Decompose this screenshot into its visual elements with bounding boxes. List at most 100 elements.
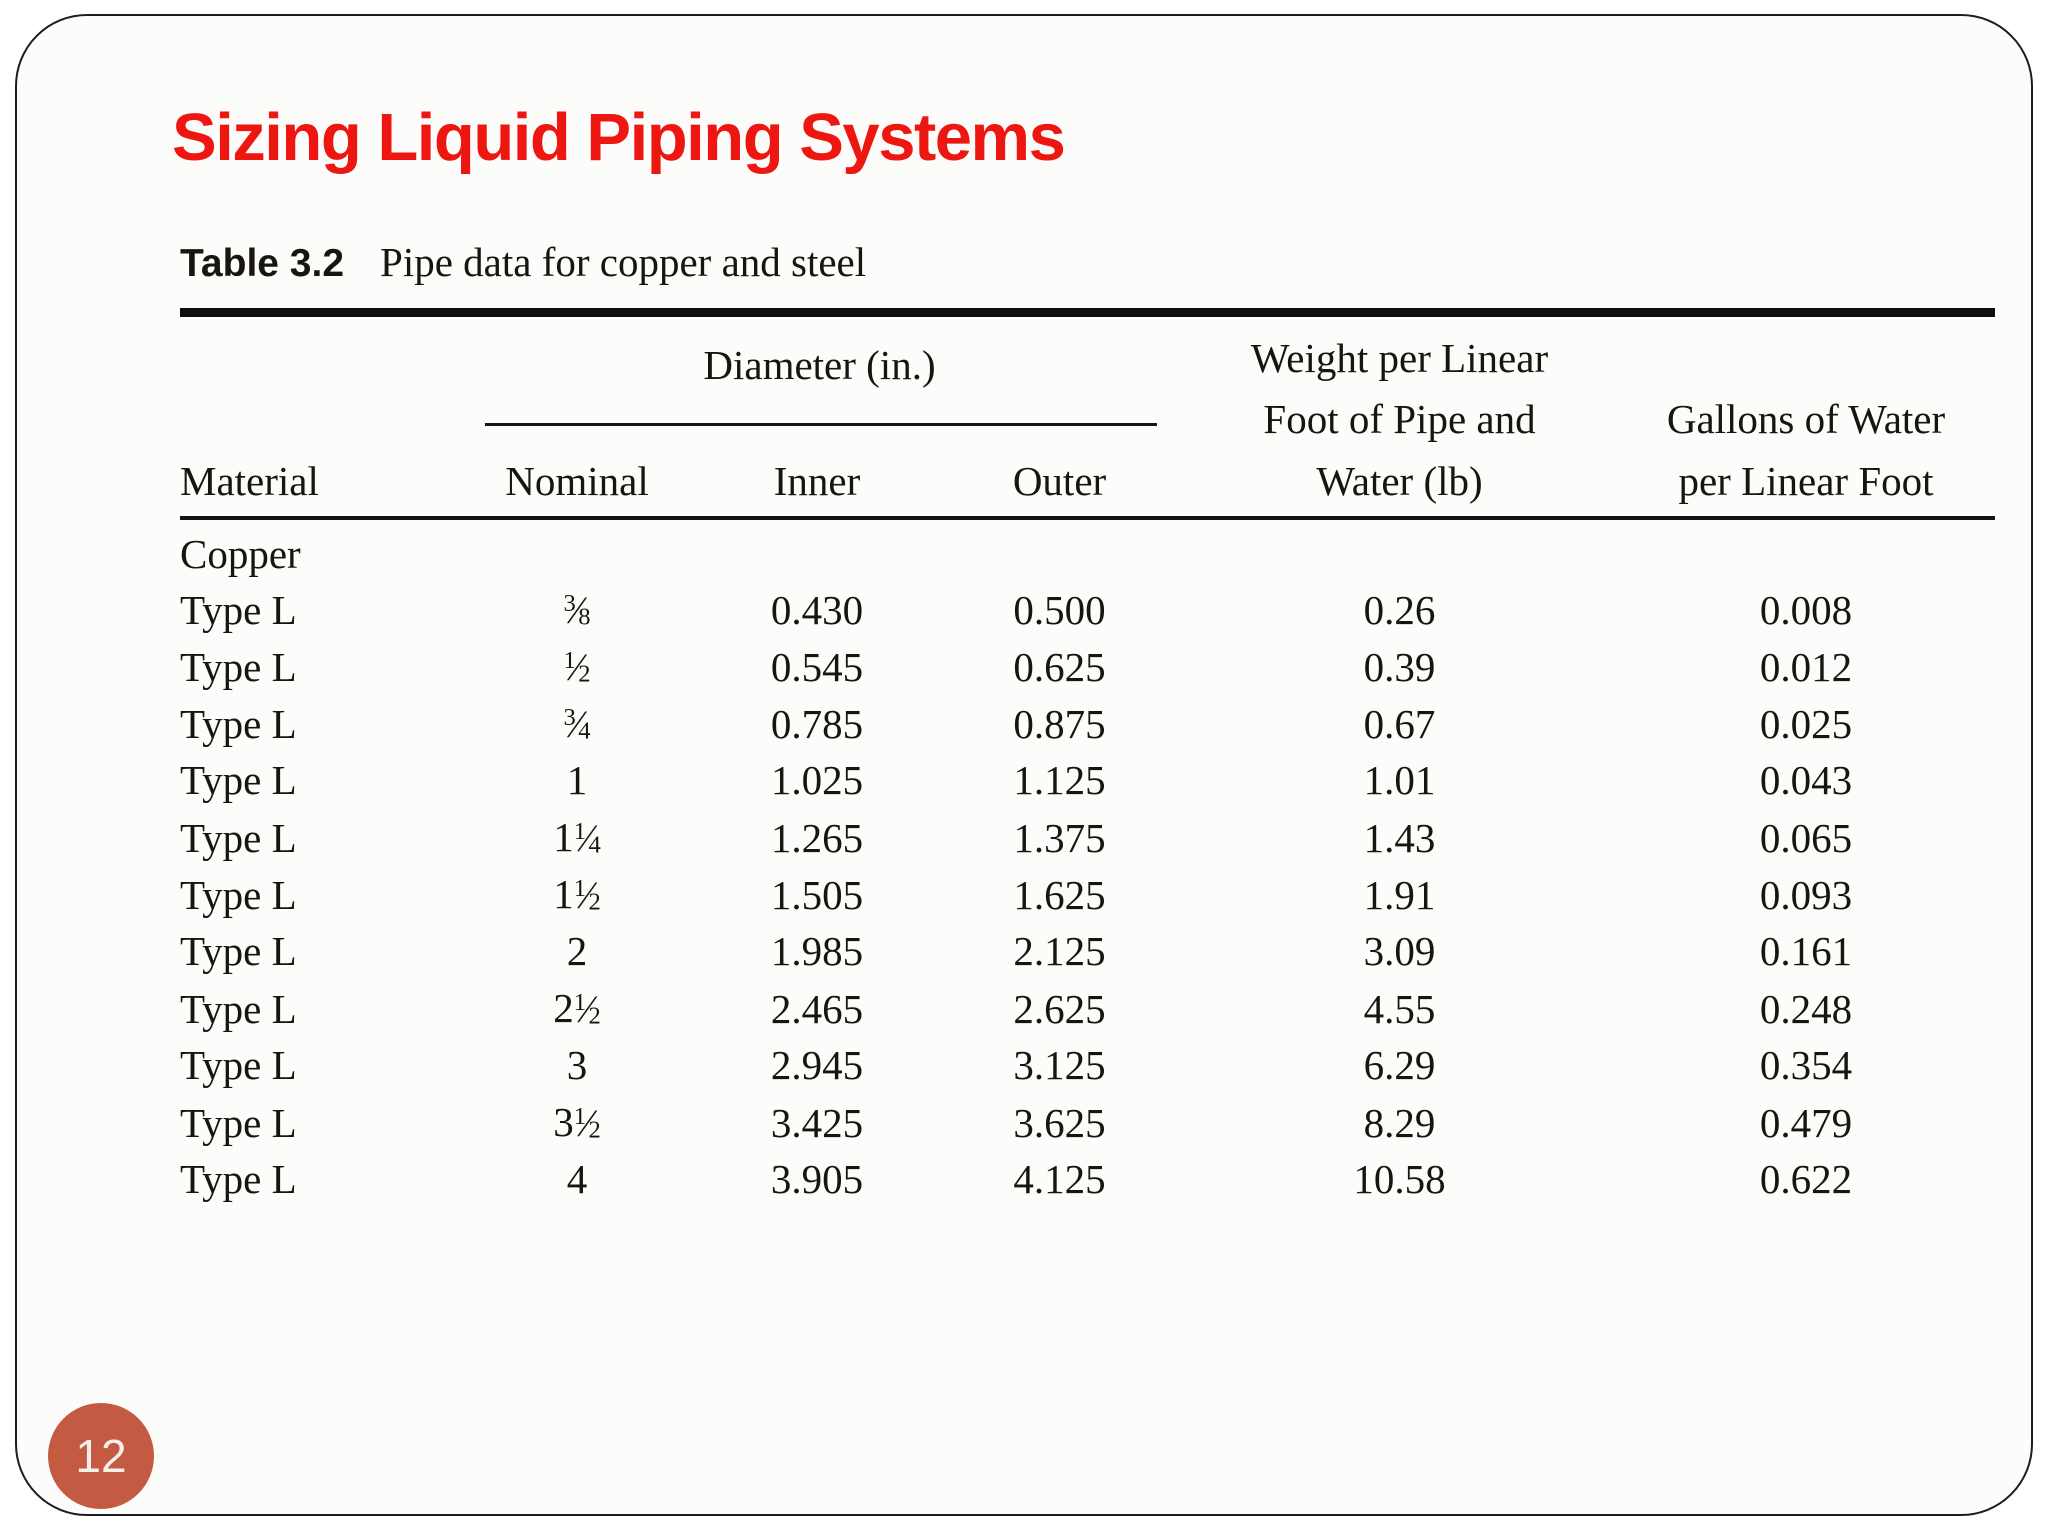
cell-outer: 0.625 — [1013, 643, 1106, 690]
cell-inner: 1.505 — [770, 871, 864, 918]
cell-weight: 4.55 — [1363, 985, 1436, 1032]
table-row: Type L 3 2.945 3.125 6.29 0.354 — [180, 1037, 1995, 1094]
cell-nominal: 31⁄2 — [553, 1099, 601, 1145]
fraction-numerator: 1 — [573, 875, 586, 903]
cell-outer: 3.625 — [1013, 1099, 1106, 1146]
cell-inner: 0.430 — [770, 586, 864, 633]
fraction-slash: ⁄ — [583, 817, 591, 860]
cell-outer: 2.125 — [1013, 928, 1106, 974]
cell-weight: 1.91 — [1363, 871, 1436, 918]
table-row: Type L 11⁄4 1.265 1.375 1.43 0.065 — [180, 809, 1995, 866]
fraction-numerator: 1 — [563, 647, 576, 675]
fraction-denominator: 4 — [588, 831, 601, 859]
fraction-slash: ⁄ — [573, 703, 581, 746]
table-row: Type L 2 1.985 2.125 3.09 0.161 — [180, 923, 1995, 980]
header-weight: Weight per Linear Foot of Pipe and Water… — [1250, 334, 1549, 504]
cell-material: Type L — [180, 757, 297, 803]
cell-gallons: 0.043 — [1759, 757, 1853, 803]
slide-title: Sizing Liquid Piping Systems — [172, 99, 1066, 175]
cell-inner: 3.425 — [770, 1099, 864, 1146]
cell-nominal: 11⁄2 — [553, 871, 601, 917]
cell-material: Type L — [180, 643, 297, 690]
fraction-numerator: 1 — [573, 818, 586, 846]
cell-inner: 3.905 — [770, 1156, 864, 1202]
table-caption: Table 3.2 Pipe data for copper and steel — [180, 238, 866, 286]
fraction-numerator: 1 — [573, 989, 586, 1017]
cell-weight: 1.01 — [1363, 757, 1436, 803]
cell-gallons: 0.065 — [1759, 814, 1853, 861]
cell-inner: 1.985 — [770, 928, 864, 974]
group-label: Copper — [180, 531, 301, 577]
fraction-denominator: 4 — [578, 717, 591, 745]
cell-material: Type L — [180, 1042, 297, 1088]
fraction-numerator: 3 — [563, 704, 576, 732]
cell-material: Type L — [180, 814, 297, 861]
cell-weight: 10.58 — [1353, 1156, 1446, 1202]
header-outer: Outer — [1012, 457, 1107, 504]
table-row: Type L 1⁄2 0.545 0.625 0.39 0.012 — [180, 638, 1995, 695]
fraction-numerator: 3 — [563, 590, 576, 618]
header-inner: Inner — [773, 457, 861, 504]
fraction-slash: ⁄ — [573, 646, 581, 689]
fraction-slash: ⁄ — [583, 874, 591, 917]
cell-nominal: 1⁄2 — [457, 638, 697, 696]
table-top-rule — [180, 308, 1995, 317]
cell-outer: 1.625 — [1013, 871, 1106, 918]
column-group-diameter: Diameter (in.) — [703, 342, 936, 388]
cell-gallons: 0.161 — [1759, 928, 1853, 974]
table-header: Diameter (in.) Material Nominal Inner Ou… — [180, 319, 1995, 516]
table-row: Type L 4 3.905 4.125 10.58 0.622 — [180, 1151, 1995, 1208]
cell-nominal: 3 — [566, 1042, 588, 1088]
cell-weight: 1.43 — [1363, 814, 1436, 861]
cell-nominal: 21⁄2 — [553, 985, 601, 1031]
table-row: Type L 21⁄2 2.465 2.625 4.55 0.248 — [180, 980, 1995, 1037]
cell-outer: 3.125 — [1013, 1042, 1106, 1088]
table-row: Type L 1 1.025 1.125 1.01 0.043 — [180, 752, 1995, 809]
cell-inner: 0.785 — [770, 700, 864, 747]
cell-nominal: 2 — [566, 928, 588, 974]
cell-inner: 0.545 — [770, 643, 864, 690]
fraction-denominator: 2 — [588, 1002, 601, 1030]
cell-inner: 2.465 — [770, 985, 864, 1032]
page-number: 12 — [75, 1430, 127, 1482]
cell-gallons: 0.479 — [1759, 1099, 1853, 1146]
cell-outer: 0.875 — [1013, 700, 1106, 747]
table-row: Type L 31⁄2 3.425 3.625 8.29 0.479 — [180, 1094, 1995, 1151]
table-row: Type L 3⁄4 0.785 0.875 0.67 0.025 — [180, 695, 1995, 752]
cell-material: Type L — [180, 700, 297, 747]
cell-inner: 1.265 — [770, 814, 864, 861]
cell-gallons: 0.248 — [1759, 985, 1853, 1032]
cell-outer: 4.125 — [1013, 1156, 1106, 1202]
cell-material: Type L — [180, 928, 297, 974]
cell-weight: 0.67 — [1363, 700, 1436, 747]
header-nominal: Nominal — [505, 457, 649, 504]
cell-nominal: 3⁄8 — [457, 581, 697, 639]
pipe-data-table: Table 3.2 Pipe data for copper and steel … — [180, 238, 1995, 1218]
cell-material: Type L — [180, 586, 297, 633]
fraction-denominator: 2 — [588, 888, 601, 916]
cell-nominal: 11⁄4 — [553, 814, 601, 860]
table-body: Copper Type L 3⁄8 0.430 0.500 0.26 0.008 Type … — [180, 526, 1995, 1208]
cell-weight: 6.29 — [1363, 1042, 1436, 1088]
group-row-copper: Copper — [180, 526, 1995, 581]
header-gallons: Gallons of Water per Linear Foot — [1666, 396, 1946, 504]
cell-nominal: 4 — [566, 1156, 588, 1202]
cell-outer: 1.375 — [1013, 814, 1106, 861]
fraction-denominator: 8 — [578, 603, 591, 631]
fraction-denominator: 2 — [578, 660, 591, 688]
cell-weight: 0.39 — [1363, 643, 1436, 690]
table-caption-text: Pipe data for copper and steel — [380, 239, 867, 285]
cell-material: Type L — [180, 871, 297, 918]
cell-outer: 1.125 — [1013, 757, 1106, 803]
cell-material: Type L — [180, 1099, 297, 1146]
table-row: Type L 11⁄2 1.505 1.625 1.91 0.093 — [180, 866, 1995, 923]
cell-gallons: 0.622 — [1759, 1156, 1853, 1202]
table-header-rule — [180, 516, 1995, 520]
fraction-slash: ⁄ — [583, 988, 591, 1031]
cell-inner: 2.945 — [770, 1042, 864, 1088]
cell-gallons: 0.093 — [1759, 871, 1853, 918]
cell-weight: 0.26 — [1363, 586, 1436, 633]
diameter-group-underline — [485, 423, 1157, 426]
page-number-badge: 12 — [48, 1403, 154, 1509]
